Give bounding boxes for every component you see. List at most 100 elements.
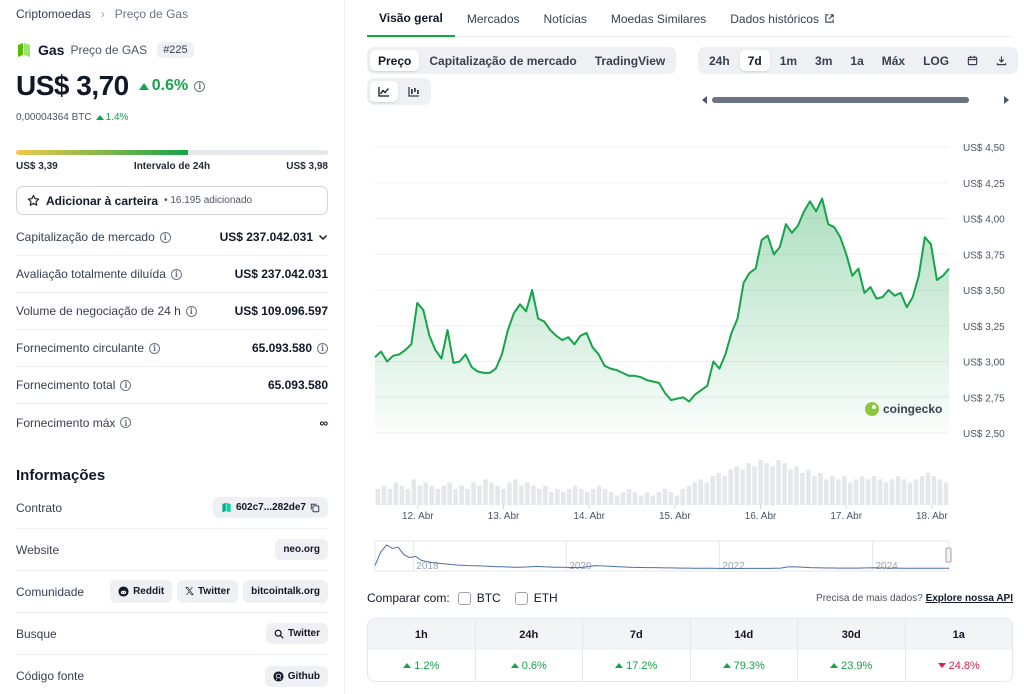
volume-bar xyxy=(584,492,590,505)
y-tick-label: US$ 3,25 xyxy=(963,322,1005,333)
volume-bar xyxy=(812,476,817,505)
performance-period: 1h xyxy=(368,619,476,650)
chart-type-tabs: Preço Capitalização de mercado TradingVi… xyxy=(367,47,677,74)
info-icon[interactable]: i xyxy=(120,417,132,428)
log-scale-button[interactable]: LOG xyxy=(923,53,950,68)
y-tick-label: US$ 4,25 xyxy=(963,179,1005,190)
neo-logo-icon xyxy=(222,502,231,513)
info-icon[interactable]: i xyxy=(159,231,171,243)
chevron-down-icon[interactable] xyxy=(318,232,328,242)
performance-value: 23.9% xyxy=(841,659,873,672)
volume-bar xyxy=(572,485,578,505)
bitcointalk-link[interactable]: bitcointalk.org xyxy=(243,580,328,603)
navigator-frame xyxy=(374,540,950,572)
chart-tab-market-cap[interactable]: Capitalização de mercado xyxy=(429,53,577,68)
reddit-link[interactable]: Reddit xyxy=(110,580,173,603)
volume-bar xyxy=(704,482,710,505)
coin-summary-panel: Criptomoedas › Preço de Gas Gas Preço de… xyxy=(0,0,345,694)
stat-label: Capitalização de mercado xyxy=(16,230,155,244)
range-24h-labels: US$ 3,39 Intervalo de 24h US$ 3,98 xyxy=(16,161,328,172)
line-chart-button[interactable] xyxy=(370,81,398,102)
tab-overview[interactable]: Visão geral xyxy=(367,0,455,37)
volume-bar xyxy=(459,485,464,505)
candlestick-chart-button[interactable] xyxy=(400,81,428,102)
y-tick-label: US$ 3,75 xyxy=(963,250,1005,261)
info-icon[interactable]: i xyxy=(170,268,182,280)
volume-bar xyxy=(853,479,859,505)
chart-tab-price[interactable]: Preço xyxy=(370,50,420,71)
explore-api-link[interactable]: Explore nossa API xyxy=(925,592,1013,604)
stat-value: US$ 109.096.597 xyxy=(234,304,328,318)
info-icon[interactable]: i xyxy=(149,342,161,354)
volume-bar xyxy=(788,469,793,505)
chart-scrollbar[interactable] xyxy=(700,93,1013,105)
price-change-value: 0.6% xyxy=(151,77,189,94)
volume-bar xyxy=(644,492,650,505)
website-link[interactable]: neo.org xyxy=(275,539,328,560)
volume-bar xyxy=(848,482,853,505)
stat-label: Fornecimento circulante xyxy=(16,341,145,355)
info-icon[interactable]: i xyxy=(185,305,197,317)
stat-value: ∞ xyxy=(319,415,328,430)
range-24h-fill xyxy=(16,150,188,155)
range-low: US$ 3,39 xyxy=(16,161,58,172)
contract-chip[interactable]: 602c7...282de7 xyxy=(212,497,328,518)
range-7d-button[interactable]: 7d xyxy=(739,50,770,71)
range-1m-button[interactable]: 1m xyxy=(779,53,798,68)
range-24h-button[interactable]: 24h xyxy=(709,53,730,68)
info-icon[interactable]: i xyxy=(317,342,328,354)
volume-bar xyxy=(698,479,704,505)
github-link[interactable]: Github xyxy=(264,665,328,687)
range-1y-button[interactable]: 1a xyxy=(850,53,864,68)
add-to-portfolio-button[interactable]: Adicionar à carteira • 16.195 adicionado xyxy=(16,186,328,215)
performance-header-row: 1h 24h 7d 14d 30d 1a xyxy=(368,619,1012,650)
search-twitter-link[interactable]: Twitter xyxy=(265,623,328,644)
reddit-label: Reddit xyxy=(133,586,165,597)
compare-btc-label: BTC xyxy=(476,591,501,605)
download-button[interactable] xyxy=(988,50,1015,71)
volume-bar xyxy=(471,482,476,505)
calendar-button[interactable] xyxy=(959,50,986,71)
breadcrumb-root-link[interactable]: Criptomoedas xyxy=(16,7,91,21)
volume-bar xyxy=(507,482,512,505)
volume-bar xyxy=(626,488,632,505)
range-3m-button[interactable]: 3m xyxy=(815,53,833,68)
volume-bar xyxy=(596,485,602,505)
copy-icon[interactable] xyxy=(310,503,320,513)
scrollbar-thumb[interactable] xyxy=(712,97,969,103)
download-icon xyxy=(996,56,1007,66)
twitter-link[interactable]: 𝕏 Twitter xyxy=(177,580,239,603)
info-icon[interactable]: i xyxy=(120,379,132,391)
volume-bar xyxy=(716,472,721,505)
scroll-left-icon[interactable] xyxy=(702,96,707,104)
chart-tab-tradingview[interactable]: TradingView xyxy=(594,53,666,68)
info-row-website: Website neo.org xyxy=(16,529,328,571)
range-max-button[interactable]: Máx xyxy=(881,53,906,68)
volume-bar xyxy=(561,492,566,505)
price-chart[interactable]: US$ 4,50 US$ 4,25 US$ 4,00 US$ 3,75 US$ 3,50… xyxy=(367,115,1013,580)
tab-news[interactable]: Notícias xyxy=(543,11,587,26)
checkbox-icon xyxy=(457,591,471,605)
navigator-handle xyxy=(945,547,952,563)
info-icon[interactable]: i xyxy=(194,80,206,92)
volume-bar xyxy=(901,479,907,505)
volume-bar xyxy=(800,472,805,505)
volume-bar xyxy=(746,463,751,505)
breadcrumb: Criptomoedas › Preço de Gas xyxy=(16,7,188,21)
compare-eth-label: ETH xyxy=(533,591,558,605)
compare-eth-checkbox[interactable]: ETH xyxy=(514,591,558,605)
compare-btc-checkbox[interactable]: BTC xyxy=(457,591,501,605)
info-label: Busque xyxy=(16,626,57,641)
tab-markets[interactable]: Mercados xyxy=(466,11,520,26)
gas-logo-icon xyxy=(18,43,30,57)
scroll-right-icon[interactable] xyxy=(1004,96,1009,104)
performance-period: 1a xyxy=(952,628,965,641)
volume-bar xyxy=(782,463,787,505)
tab-historical-data[interactable]: Dados históricos xyxy=(718,0,847,37)
volume-bar xyxy=(824,479,829,505)
tab-similar-coins[interactable]: Moedas Similares xyxy=(610,11,707,26)
volume-bar xyxy=(566,488,572,505)
volume-bar xyxy=(907,482,913,505)
x-axis-ticks: 12. Abr 13. Abr 14. Abr 15. Abr 16. Abr 17. A… xyxy=(402,505,948,522)
volume-bar xyxy=(865,479,871,505)
